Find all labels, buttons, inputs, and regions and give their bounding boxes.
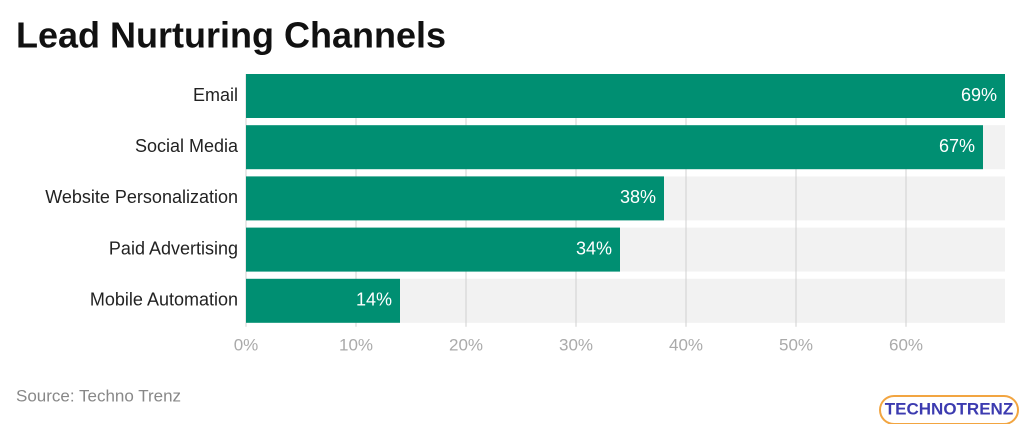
x-tick-label: 40%	[669, 335, 703, 354]
logo: TECHNOTRENZ	[885, 399, 1013, 418]
y-tick-label: Paid Advertising	[109, 238, 238, 258]
y-tick-label: Website Personalization	[45, 187, 238, 207]
y-tick-label: Mobile Automation	[90, 290, 238, 310]
value-label: 38%	[620, 187, 656, 207]
x-tick-label: 30%	[559, 335, 593, 354]
logo-frame	[879, 395, 1019, 424]
source: Source: Techno Trenz	[16, 386, 181, 405]
bar	[246, 125, 983, 170]
chart-title: Lead Nurturing Channels	[16, 15, 446, 56]
y-tick-label: Email	[193, 85, 238, 105]
value-label: 67%	[939, 136, 975, 156]
bar	[246, 176, 664, 221]
x-tick-label: 60%	[889, 335, 923, 354]
bar	[246, 278, 400, 323]
y-tick-label: Social Media	[135, 136, 239, 156]
value-label: 69%	[961, 85, 997, 105]
x-tick-label: 50%	[779, 335, 813, 354]
value-label: 34%	[576, 238, 612, 258]
x-tick-label: 0%	[234, 335, 259, 354]
bar	[246, 227, 620, 272]
x-tick-label: 20%	[449, 335, 483, 354]
x-tick-label: 10%	[339, 335, 373, 354]
bar	[246, 74, 1005, 118]
value-label: 14%	[356, 290, 392, 310]
